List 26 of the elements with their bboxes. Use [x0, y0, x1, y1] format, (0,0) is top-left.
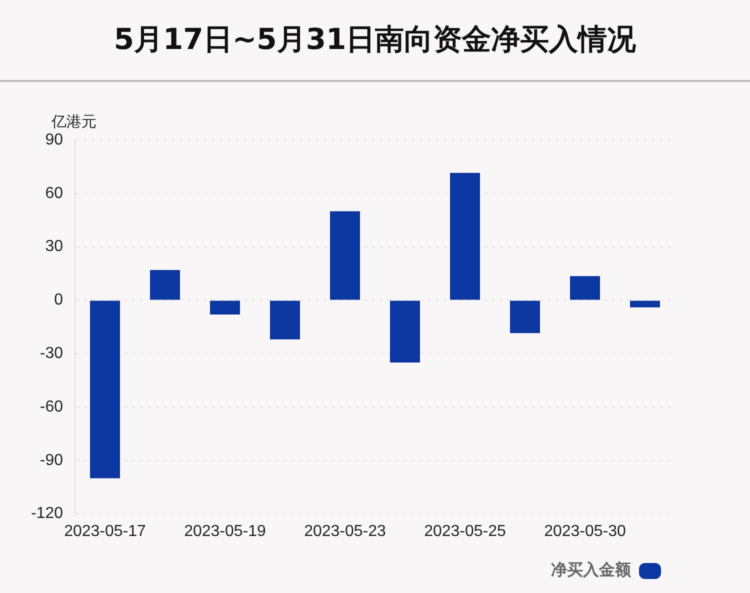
- y-tick-label: 30: [45, 238, 64, 256]
- x-tick-label: 2023-05-17: [64, 522, 146, 540]
- chart-title: 5月17日~5月31日南向资金净买入情况: [0, 0, 750, 82]
- y-tick-label: 90: [45, 131, 64, 148]
- y-tick-label: 0: [54, 292, 64, 309]
- x-tick-label: 2023-05-25: [424, 522, 506, 540]
- y-tick-label: -90: [40, 452, 64, 469]
- bar: [210, 300, 240, 314]
- y-tick-label: -120: [30, 505, 64, 522]
- bar: [90, 300, 120, 478]
- bar: [510, 300, 540, 334]
- y-axis-title: 亿港元: [50, 112, 96, 130]
- legend-label: 净买入金额: [551, 560, 632, 580]
- bar: [630, 300, 660, 308]
- bar: [570, 276, 600, 300]
- x-tick-label: 2023-05-23: [304, 522, 386, 540]
- x-tick-label: 2023-05-19: [184, 522, 266, 540]
- x-tick-label: 2023-05-30: [544, 522, 626, 540]
- bar: [450, 172, 480, 300]
- bar: [390, 300, 420, 362]
- bar: [270, 300, 300, 340]
- bar: [330, 211, 360, 300]
- y-tick-label: -30: [40, 345, 64, 362]
- y-tick-label: 60: [45, 184, 64, 202]
- bar: [150, 270, 180, 300]
- y-tick-label: -60: [40, 398, 64, 416]
